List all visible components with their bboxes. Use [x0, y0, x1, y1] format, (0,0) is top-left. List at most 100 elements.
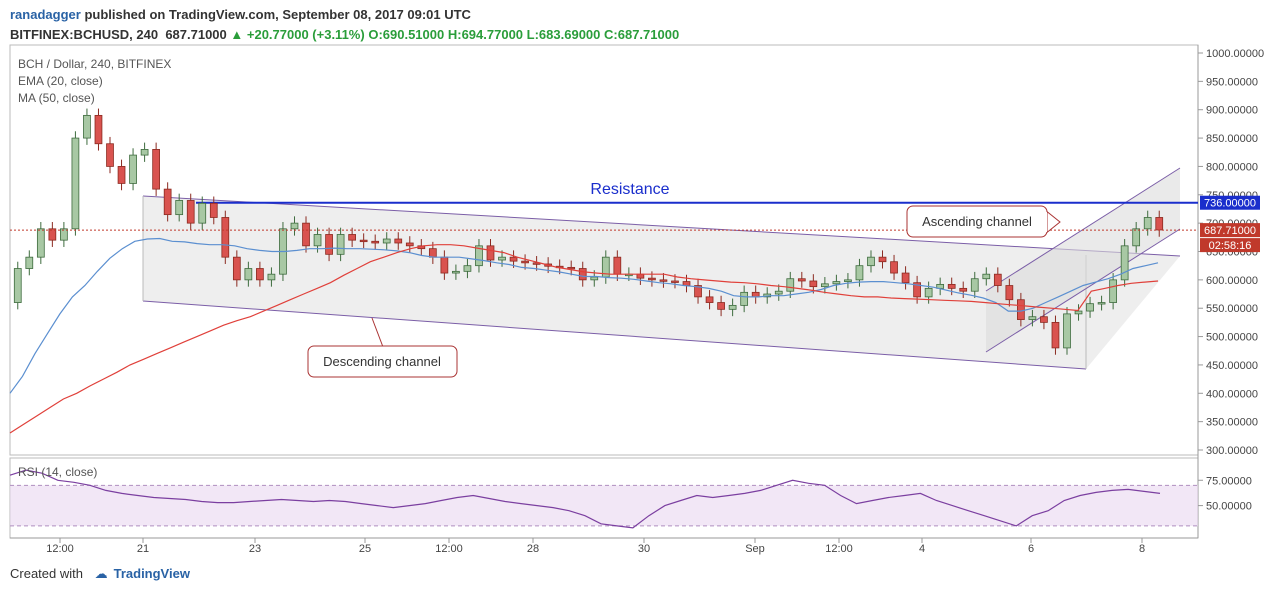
- candle-body: [959, 287, 968, 292]
- candle-body: [671, 280, 679, 283]
- candle-body: [878, 256, 887, 263]
- candle-body: [613, 256, 622, 275]
- series-title: BCH / Dollar, 240, BITFINEX: [18, 57, 172, 71]
- time-tick-label: 12:00: [825, 543, 853, 555]
- candle-body: [302, 222, 310, 247]
- price-tick-label: 350.00000: [1206, 417, 1258, 429]
- tradingview-logo-icon: ☁: [94, 566, 108, 581]
- candle-body: [648, 277, 656, 281]
- candle-body: [463, 265, 472, 272]
- price-tick-label: 500.00000: [1206, 332, 1258, 344]
- candle-body: [129, 154, 137, 184]
- candle-body: [1074, 310, 1083, 315]
- candle-body: [659, 279, 668, 282]
- candle-body: [705, 296, 714, 303]
- candle-body: [970, 278, 979, 292]
- candle-body: [728, 304, 737, 310]
- candle-body: [913, 282, 921, 298]
- candle-body: [371, 240, 380, 244]
- candle-body: [1028, 316, 1037, 320]
- candle-body: [1040, 316, 1048, 323]
- low-price: L:683.69000: [526, 27, 601, 42]
- candles-group: [13, 108, 1164, 355]
- time-axis-ticks: 12:00 21 23 25 12:00 28 30 Sep 12:00 4 6 8: [46, 538, 1145, 555]
- candle-body: [475, 245, 483, 267]
- price-tick-label: 800.00000: [1206, 161, 1258, 173]
- candle-body: [405, 242, 414, 247]
- author-name[interactable]: ranadagger: [10, 7, 81, 22]
- candle-body: [60, 228, 68, 241]
- candle-body: [313, 234, 322, 247]
- ascending-channel-bottom: [985, 228, 1181, 353]
- rsi-legend: RSI (14, close): [18, 465, 97, 479]
- last-price: 687.71000: [165, 27, 227, 42]
- candle-body: [290, 222, 299, 230]
- candle-body: [982, 273, 991, 280]
- candle-body: [924, 287, 933, 298]
- resistance-price-text: 736.00000: [1204, 198, 1256, 210]
- ma-legend: MA (50, close): [18, 91, 95, 105]
- candle-body: [993, 273, 1002, 286]
- brand-name[interactable]: TradingView: [113, 566, 190, 581]
- resistance-price-tag: [1200, 195, 1260, 210]
- price-axis-ticks: 1000.00000 950.00000 900.00000 850.00000 800…: [1198, 48, 1264, 457]
- rsi-line: [9, 469, 1161, 529]
- candle-body: [163, 188, 172, 216]
- candle-body: [1120, 245, 1129, 281]
- price-tick-label: 600.00000: [1206, 275, 1258, 287]
- candle-body: [1086, 303, 1094, 312]
- candle-body: [786, 278, 795, 292]
- candle-body: [1017, 299, 1025, 320]
- time-tick-label: 30: [638, 543, 650, 555]
- time-tick-label: 6: [1028, 543, 1034, 555]
- candle-body: [867, 256, 875, 267]
- candle-body: [844, 279, 852, 282]
- candle-body: [36, 228, 45, 258]
- price-tick-label: 550.00000: [1206, 303, 1258, 315]
- candle-body: [140, 149, 149, 156]
- candle-body: [740, 291, 749, 306]
- candle-body: [325, 234, 333, 255]
- candle-body: [855, 265, 864, 281]
- candle-body: [336, 234, 345, 255]
- rsi-axis-ticks: 75.00000 50.00000: [1198, 475, 1252, 513]
- time-tick-label: Sep: [745, 543, 765, 555]
- current-price-tag: [1200, 223, 1260, 238]
- candle-body: [106, 143, 114, 167]
- time-tick-label: 28: [527, 543, 539, 555]
- candle-body: [440, 256, 449, 274]
- candle-body: [509, 256, 518, 262]
- candle-body: [1097, 302, 1106, 305]
- candle-body: [256, 268, 264, 281]
- price-tick-label: 300.00000: [1206, 445, 1258, 457]
- candle-body: [83, 114, 91, 139]
- candle-body: [751, 291, 760, 298]
- candle-body: [774, 290, 783, 295]
- descending-channel-bottom: [142, 300, 1087, 370]
- candle-body: [382, 238, 391, 244]
- price-tick-label: 850.00000: [1206, 133, 1258, 145]
- ascending-channel-top: [985, 167, 1181, 292]
- candle-body: [232, 256, 241, 281]
- candle-body: [1155, 217, 1164, 231]
- candle-body: [244, 268, 253, 281]
- candle-body: [498, 256, 506, 261]
- rsi-tick-label: 75.00000: [1206, 475, 1252, 487]
- candle-body: [359, 239, 368, 243]
- price-tick-label: 900.00000: [1206, 105, 1258, 117]
- candle-body: [1051, 321, 1060, 349]
- candle-body: [394, 238, 403, 244]
- symbol: BITFINEX:BCHUSD, 240: [10, 27, 159, 42]
- candle-body: [117, 166, 126, 184]
- svg-text:Descending channel: Descending channel: [323, 354, 441, 369]
- high-price: H:694.77000: [447, 27, 524, 42]
- candle-body: [486, 245, 495, 261]
- countdown-text: 02:58:16: [1209, 240, 1252, 252]
- candle-body: [717, 302, 725, 310]
- candle-body: [797, 278, 806, 282]
- close-price: C:687.71000: [604, 27, 680, 42]
- candle-body: [567, 266, 576, 270]
- candle-body: [1109, 279, 1117, 303]
- candle-body: [578, 268, 587, 281]
